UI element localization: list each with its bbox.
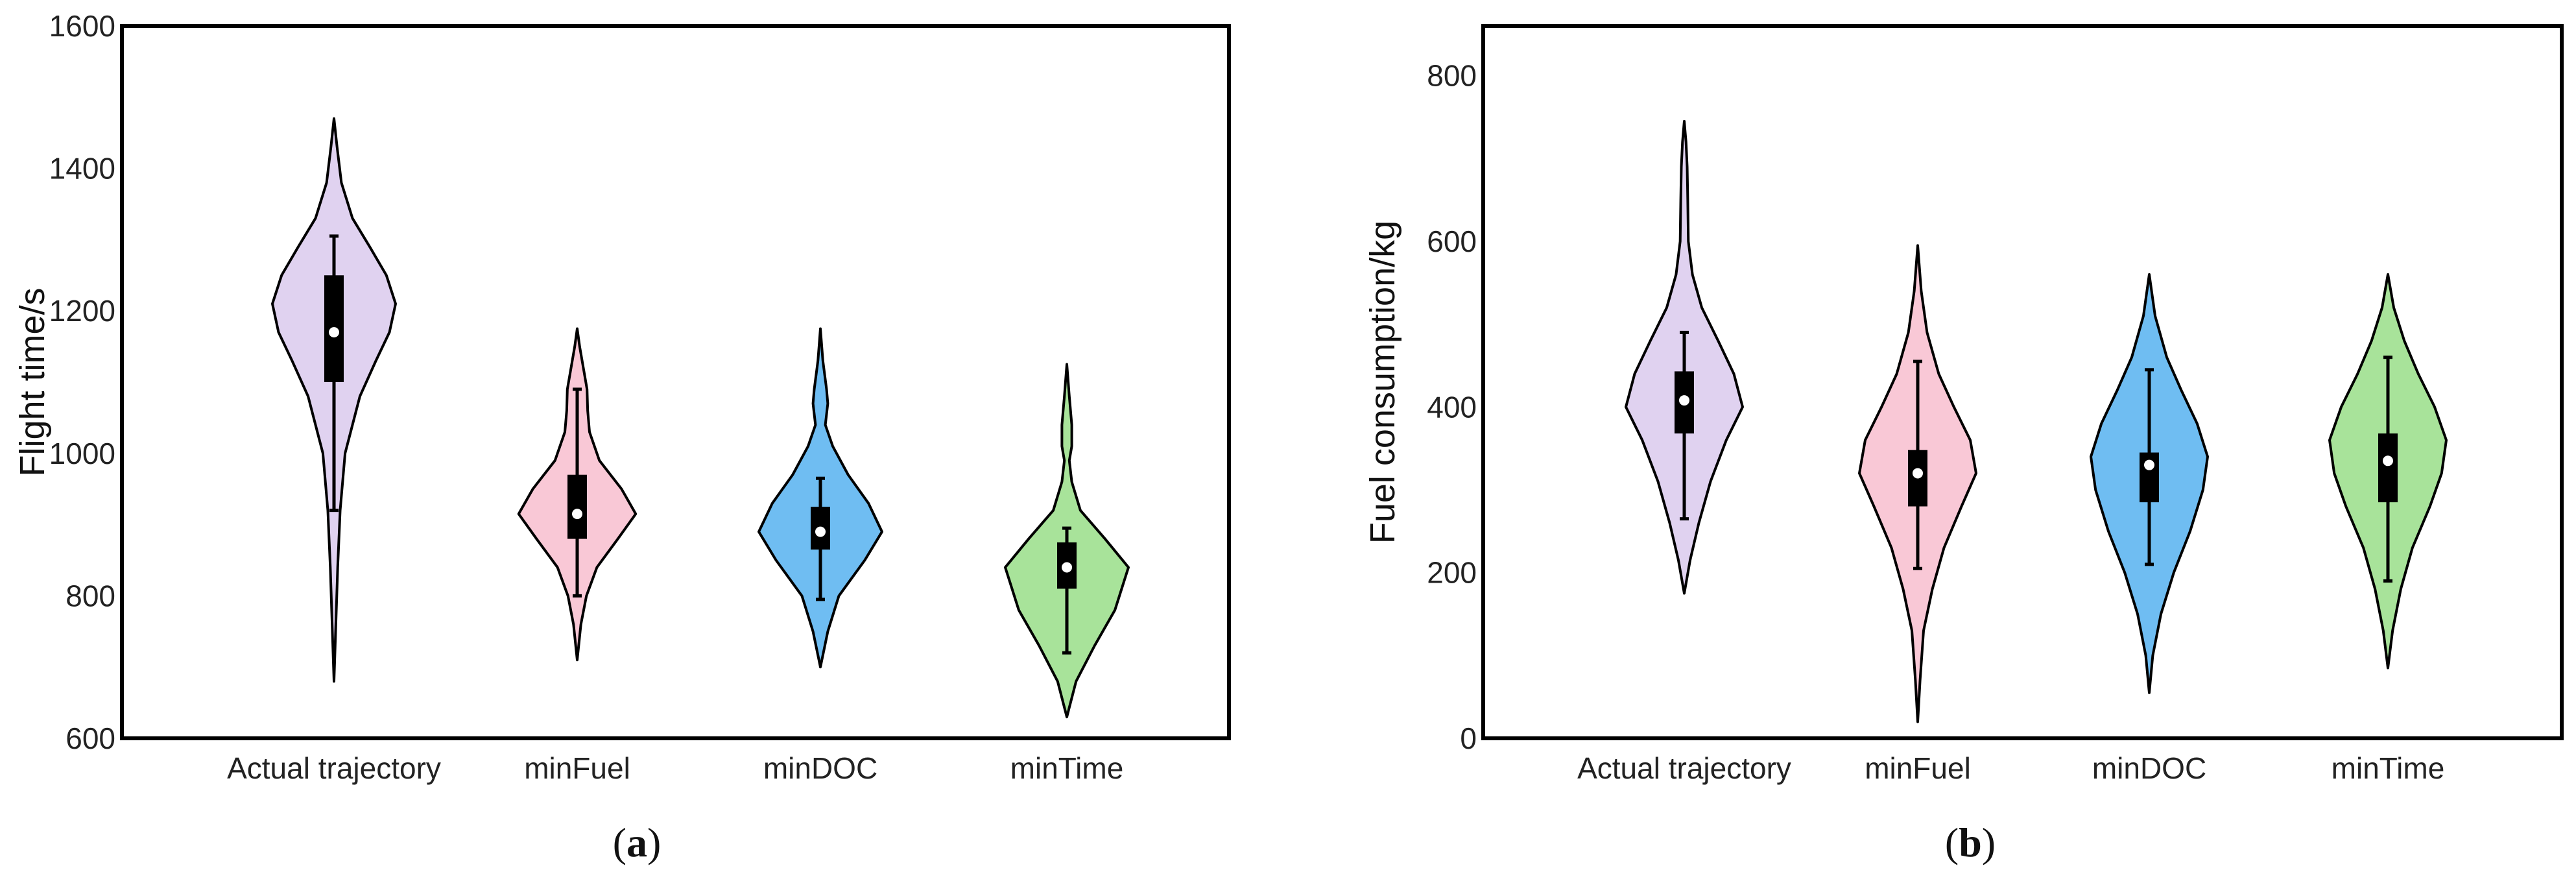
panel-a-x-tick-label: minDOC [763,751,877,785]
panel-a-y-tick-label: 1200 [49,294,115,328]
violin-mindoc [757,327,883,669]
panel-a-frame [120,24,1231,740]
violin-minfuel [1858,244,1977,723]
median-marker [329,327,339,338]
panel-a-x-tick-label: Actual trajectory [227,751,441,785]
panel-a-violins [271,117,1130,719]
panel-b-label: (b) [1945,819,1996,865]
violin-actual-trajectory [271,117,397,683]
panel-b-x-tick-label: minTime [2332,751,2445,785]
panel-b-y-tick-label: 400 [1427,390,1477,424]
violin-actual-trajectory [1625,119,1744,595]
panel-b-frame [1481,24,2564,740]
panel-a-y-ticks: 600 800 1000 1200 1400 1600 [49,9,115,755]
panel-a-label: (a) [613,819,662,865]
median-marker [2383,455,2393,466]
median-marker [1679,395,1689,406]
iqr-box [567,474,587,539]
median-marker [1062,562,1072,573]
panel-b-chart: 0 200 400 600 800 Actual trajectory minFuel mi… [1363,24,2564,865]
panel-b-y-tick-label: 200 [1427,556,1477,590]
panel-b-y-ticks: 0 200 400 600 800 [1427,59,1477,755]
panel-a-y-tick-label: 1000 [49,437,115,470]
panel-a-y-axis-label: Flight time/s [13,287,52,476]
median-marker [815,526,826,537]
violin-mindoc [2090,273,2209,694]
panel-b-x-tick-label: minDOC [2092,751,2206,785]
median-marker [572,509,582,520]
panel-b-violins [1625,119,2448,723]
median-marker [2144,459,2154,470]
panel-b-y-tick-label: 0 [1460,721,1477,755]
violin-mintime [1004,363,1130,719]
panel-a-x-tick-label: minFuel [524,751,630,785]
iqr-box [2378,433,2398,503]
panel-a-x-tick-label: minTime [1010,751,1124,785]
violin-mintime [2328,273,2448,670]
median-marker [1913,468,1923,479]
panel-b-y-tick-label: 600 [1427,224,1477,258]
panel-b-y-tick-label: 800 [1427,59,1477,93]
panel-a-y-tick-label: 1400 [49,152,115,186]
panel-b-y-axis-label: Fuel consumption/kg [1363,221,1402,544]
violin-minfuel [517,327,638,662]
panel-a-chart: 600 800 1000 1200 1400 1600 Actual trajectory… [13,9,1231,865]
panel-a-y-tick-label: 600 [66,721,115,755]
panel-b-x-tick-label: minFuel [1865,751,1971,785]
panel-b-x-tick-label: Actual trajectory [1577,751,1791,785]
panel-b-x-ticks: Actual trajectory minFuel minDOC minTime [1577,751,2444,785]
panel-a-x-ticks: Actual trajectory minFuel minDOC minTime [227,751,1123,785]
panel-a-y-tick-label: 800 [66,579,115,612]
panel-a-y-tick-label: 1600 [49,9,115,43]
